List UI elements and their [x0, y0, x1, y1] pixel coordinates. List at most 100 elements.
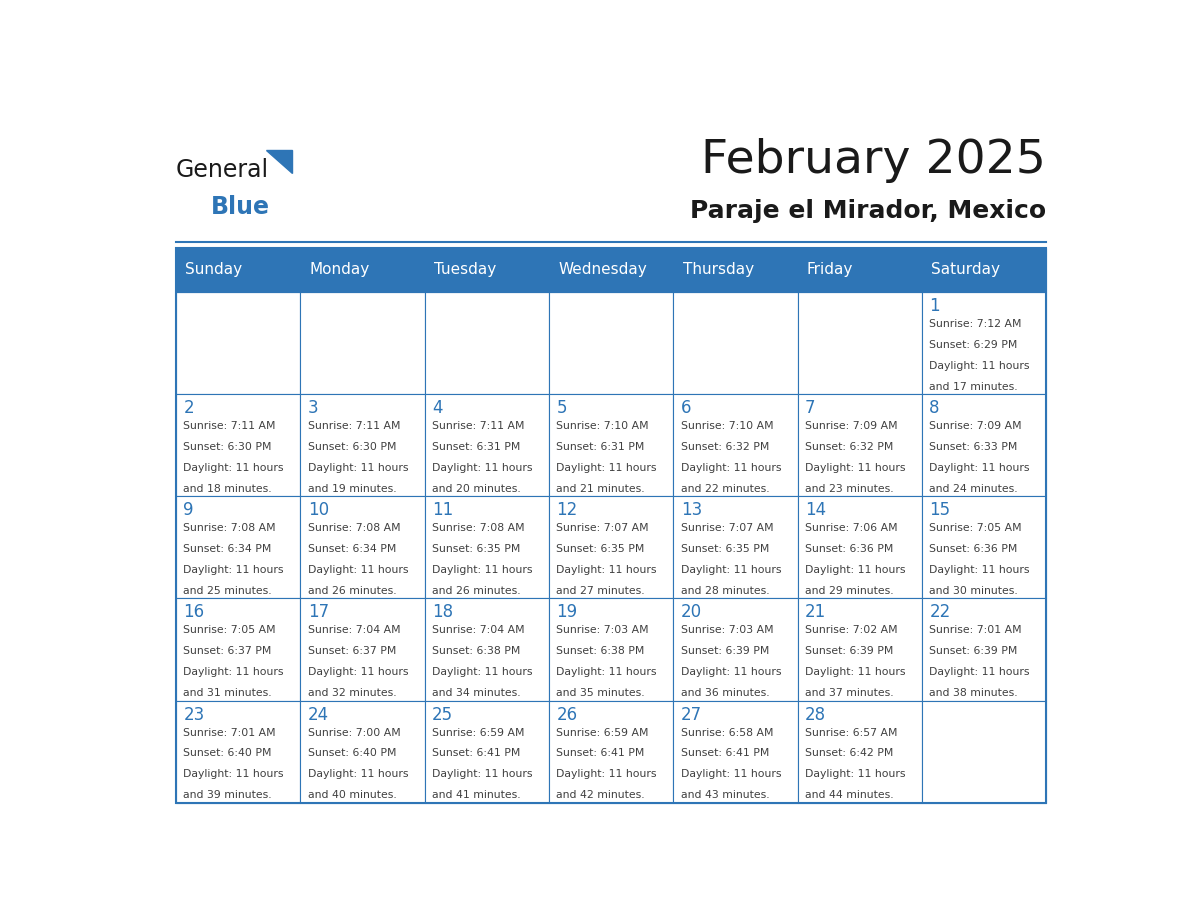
Text: Sunrise: 7:09 AM: Sunrise: 7:09 AM — [805, 420, 898, 431]
Text: Daylight: 11 hours: Daylight: 11 hours — [183, 463, 284, 473]
Text: Sunset: 6:35 PM: Sunset: 6:35 PM — [681, 544, 769, 554]
Text: Sunset: 6:40 PM: Sunset: 6:40 PM — [183, 748, 272, 758]
Bar — [301, 248, 424, 292]
Text: Sunset: 6:41 PM: Sunset: 6:41 PM — [681, 748, 769, 758]
Text: Sunrise: 7:00 AM: Sunrise: 7:00 AM — [308, 728, 400, 737]
Text: Tuesday: Tuesday — [434, 263, 497, 277]
Bar — [549, 700, 674, 803]
Text: Sunset: 6:34 PM: Sunset: 6:34 PM — [183, 544, 272, 554]
Text: Saturday: Saturday — [931, 263, 1000, 277]
Bar — [549, 497, 674, 599]
Bar — [549, 394, 674, 497]
Bar — [549, 599, 674, 700]
Text: Sunrise: 6:57 AM: Sunrise: 6:57 AM — [805, 728, 897, 737]
Bar — [301, 497, 424, 599]
Text: and 23 minutes.: and 23 minutes. — [805, 484, 893, 494]
Bar — [922, 248, 1047, 292]
Text: 17: 17 — [308, 603, 329, 621]
Text: Sunrise: 7:10 AM: Sunrise: 7:10 AM — [556, 420, 649, 431]
Text: February 2025: February 2025 — [701, 139, 1047, 184]
Bar — [674, 700, 797, 803]
Text: Sunrise: 7:07 AM: Sunrise: 7:07 AM — [556, 523, 649, 533]
Text: and 21 minutes.: and 21 minutes. — [556, 484, 645, 494]
Text: Daylight: 11 hours: Daylight: 11 hours — [929, 565, 1030, 575]
Text: Daylight: 11 hours: Daylight: 11 hours — [308, 565, 409, 575]
Bar — [425, 599, 549, 700]
Text: Sunrise: 6:59 AM: Sunrise: 6:59 AM — [432, 728, 525, 737]
Text: and 20 minutes.: and 20 minutes. — [432, 484, 520, 494]
Text: Sunset: 6:38 PM: Sunset: 6:38 PM — [556, 646, 645, 656]
Text: 14: 14 — [805, 501, 826, 520]
Bar — [425, 497, 549, 599]
Bar — [922, 599, 1047, 700]
Text: 19: 19 — [556, 603, 577, 621]
Text: Sunset: 6:35 PM: Sunset: 6:35 PM — [556, 544, 645, 554]
Text: and 39 minutes.: and 39 minutes. — [183, 790, 272, 800]
Bar — [922, 497, 1047, 599]
Text: 10: 10 — [308, 501, 329, 520]
Text: Daylight: 11 hours: Daylight: 11 hours — [929, 463, 1030, 473]
Text: Daylight: 11 hours: Daylight: 11 hours — [805, 769, 905, 779]
Text: 16: 16 — [183, 603, 204, 621]
Bar — [301, 292, 424, 394]
Text: Monday: Monday — [310, 263, 369, 277]
Text: Sunset: 6:39 PM: Sunset: 6:39 PM — [681, 646, 769, 656]
Text: 18: 18 — [432, 603, 453, 621]
Bar — [674, 292, 797, 394]
Text: Friday: Friday — [807, 263, 853, 277]
Text: 5: 5 — [556, 399, 567, 417]
Text: 26: 26 — [556, 706, 577, 723]
Text: Daylight: 11 hours: Daylight: 11 hours — [432, 565, 532, 575]
Bar — [176, 292, 301, 394]
Text: and 22 minutes.: and 22 minutes. — [681, 484, 770, 494]
Bar — [674, 394, 797, 497]
Text: Sunset: 6:36 PM: Sunset: 6:36 PM — [805, 544, 893, 554]
Text: Daylight: 11 hours: Daylight: 11 hours — [681, 667, 782, 677]
Text: Daylight: 11 hours: Daylight: 11 hours — [556, 667, 657, 677]
Text: Daylight: 11 hours: Daylight: 11 hours — [805, 565, 905, 575]
Text: Sunset: 6:31 PM: Sunset: 6:31 PM — [556, 442, 645, 452]
Bar — [425, 292, 549, 394]
Text: and 17 minutes.: and 17 minutes. — [929, 382, 1018, 392]
Bar — [176, 394, 301, 497]
Bar — [549, 248, 674, 292]
Text: 4: 4 — [432, 399, 443, 417]
Text: Daylight: 11 hours: Daylight: 11 hours — [556, 769, 657, 779]
Text: and 24 minutes.: and 24 minutes. — [929, 484, 1018, 494]
Text: and 19 minutes.: and 19 minutes. — [308, 484, 397, 494]
Bar — [922, 394, 1047, 497]
Text: Sunset: 6:39 PM: Sunset: 6:39 PM — [929, 646, 1018, 656]
Text: Daylight: 11 hours: Daylight: 11 hours — [805, 667, 905, 677]
Bar — [797, 394, 922, 497]
Text: 24: 24 — [308, 706, 329, 723]
Bar — [922, 292, 1047, 394]
Bar — [425, 394, 549, 497]
Bar — [301, 599, 424, 700]
Bar — [176, 248, 1047, 803]
Text: Blue: Blue — [211, 195, 270, 219]
Text: and 26 minutes.: and 26 minutes. — [432, 586, 520, 596]
Bar — [301, 394, 424, 497]
Text: Sunset: 6:31 PM: Sunset: 6:31 PM — [432, 442, 520, 452]
Text: Sunset: 6:32 PM: Sunset: 6:32 PM — [681, 442, 769, 452]
Text: Sunset: 6:30 PM: Sunset: 6:30 PM — [183, 442, 272, 452]
Bar — [176, 497, 301, 599]
Text: Sunset: 6:42 PM: Sunset: 6:42 PM — [805, 748, 893, 758]
Text: 2: 2 — [183, 399, 194, 417]
Text: and 37 minutes.: and 37 minutes. — [805, 688, 893, 699]
Text: and 36 minutes.: and 36 minutes. — [681, 688, 770, 699]
Text: 3: 3 — [308, 399, 318, 417]
Text: Sunrise: 7:05 AM: Sunrise: 7:05 AM — [183, 625, 276, 635]
Text: Sunrise: 7:08 AM: Sunrise: 7:08 AM — [183, 523, 276, 533]
Text: Sunset: 6:29 PM: Sunset: 6:29 PM — [929, 340, 1018, 350]
Text: Sunrise: 7:10 AM: Sunrise: 7:10 AM — [681, 420, 773, 431]
Bar — [176, 248, 301, 292]
Text: Sunrise: 7:04 AM: Sunrise: 7:04 AM — [308, 625, 400, 635]
Text: Sunrise: 7:07 AM: Sunrise: 7:07 AM — [681, 523, 773, 533]
Text: Sunrise: 7:11 AM: Sunrise: 7:11 AM — [432, 420, 525, 431]
Bar — [797, 599, 922, 700]
Text: Sunrise: 7:11 AM: Sunrise: 7:11 AM — [183, 420, 276, 431]
Text: and 27 minutes.: and 27 minutes. — [556, 586, 645, 596]
Bar — [797, 700, 922, 803]
Text: 6: 6 — [681, 399, 691, 417]
